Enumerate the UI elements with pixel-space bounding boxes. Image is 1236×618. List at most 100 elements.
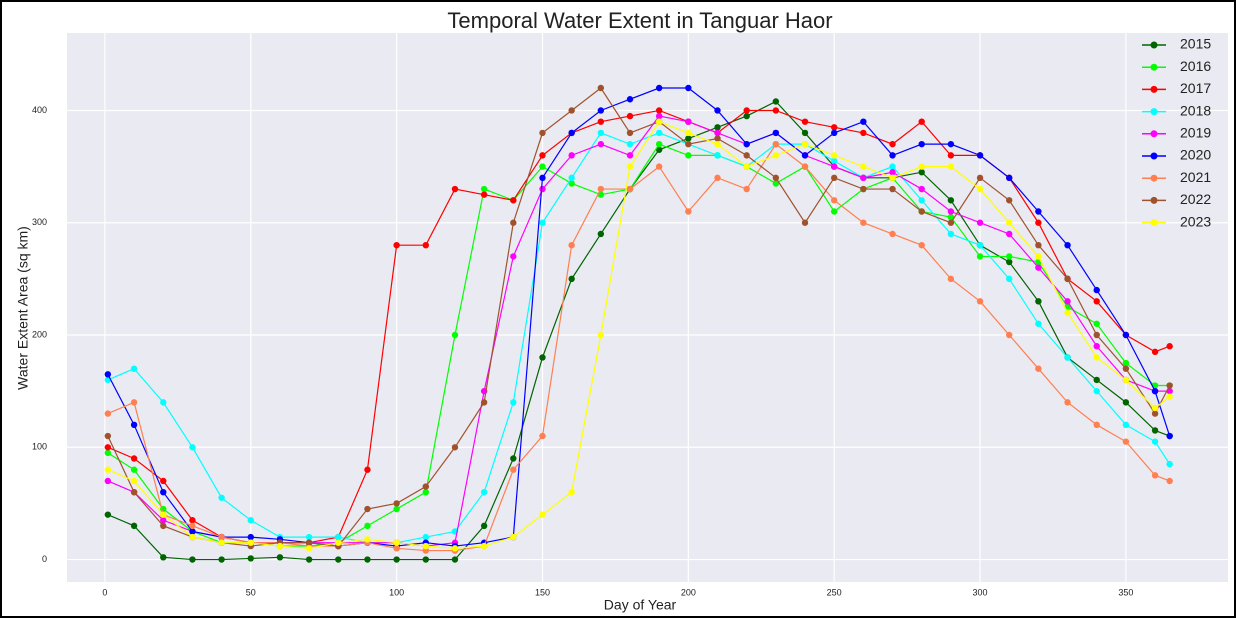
data-point [422,547,430,554]
data-point [597,331,605,339]
data-point [860,185,867,193]
series-line [107,87,1171,547]
data-point [104,371,112,378]
data-point [1006,197,1013,204]
data-point [364,556,371,563]
data-point [422,483,430,490]
data-point [1093,298,1100,305]
data-point [626,185,634,193]
data-point [130,455,138,462]
data-point [247,555,254,562]
data-point [1122,438,1130,445]
data-point [889,152,896,159]
data-point [947,208,955,215]
data-point [1122,421,1130,429]
data-point [1064,354,1071,361]
data-point [130,399,138,406]
data-point [947,230,955,238]
data-point [568,241,575,249]
data-point [597,140,605,148]
data-point [1093,421,1100,429]
data-point [130,477,138,485]
legend-marker [1150,174,1158,182]
data-point [480,488,488,496]
data-point [1093,387,1100,395]
data-point [655,118,663,125]
data-point [685,208,692,215]
data-point [597,185,605,193]
data-point [451,331,459,339]
data-point [568,152,575,159]
data-point [889,230,896,238]
x-tick-label: 200 [681,587,696,597]
legend-label: 2019 [1180,125,1211,141]
data-point [1166,393,1173,400]
data-point [830,163,838,170]
data-point [510,533,517,541]
data-point [160,511,167,518]
data-point [1122,399,1130,406]
data-point [1035,241,1042,249]
data-point [160,399,167,406]
data-point [1151,410,1159,417]
y-axis-label: Water Extent Area (sq km) [15,226,31,390]
legend-label: 2023 [1180,213,1211,229]
data-point [218,533,225,541]
data-point [772,174,780,182]
legend-label: 2020 [1180,147,1211,163]
legend-label: 2022 [1180,191,1211,207]
data-point [772,180,780,187]
data-point [130,522,138,530]
data-point [714,140,721,148]
data-point [1151,404,1159,412]
data-point [218,539,225,546]
data-point [918,163,925,170]
data-point [364,536,371,543]
data-point [860,163,867,170]
data-point [305,539,313,546]
data-point [568,180,575,187]
data-point [539,219,546,226]
data-point [597,129,605,137]
data-point [160,517,167,524]
legend-label: 2018 [1180,102,1211,118]
data-point [1151,348,1159,356]
x-tick-label: 150 [535,587,550,597]
legend-marker [1150,130,1158,138]
legend-marker [1150,41,1158,49]
data-point [1093,286,1100,294]
data-point [539,432,546,440]
data-point [422,488,430,496]
data-point [104,511,112,518]
data-point [160,477,167,485]
data-point [918,197,925,204]
data-point [830,208,838,215]
data-point [393,539,400,546]
data-point [626,140,634,148]
data-point [801,129,809,137]
data-point [1166,382,1173,389]
data-point [451,444,459,451]
legend-label: 2016 [1180,58,1211,74]
grid [67,33,1228,582]
data-point [743,163,750,170]
data-point [918,140,925,148]
data-point [510,455,517,462]
data-point [685,118,692,125]
data-point [510,197,517,204]
data-point [510,466,517,473]
data-point [801,140,809,148]
data-point [1035,253,1042,260]
x-axis-label: Day of Year [604,597,677,613]
data-point [1122,376,1130,384]
data-point [247,539,254,546]
data-point [104,444,112,451]
data-point [889,140,896,148]
x-tick-label: 50 [246,587,256,597]
data-point [772,140,780,148]
data-point [335,539,342,546]
data-point [1035,365,1042,372]
series-line [107,120,1171,549]
data-point [104,466,112,473]
